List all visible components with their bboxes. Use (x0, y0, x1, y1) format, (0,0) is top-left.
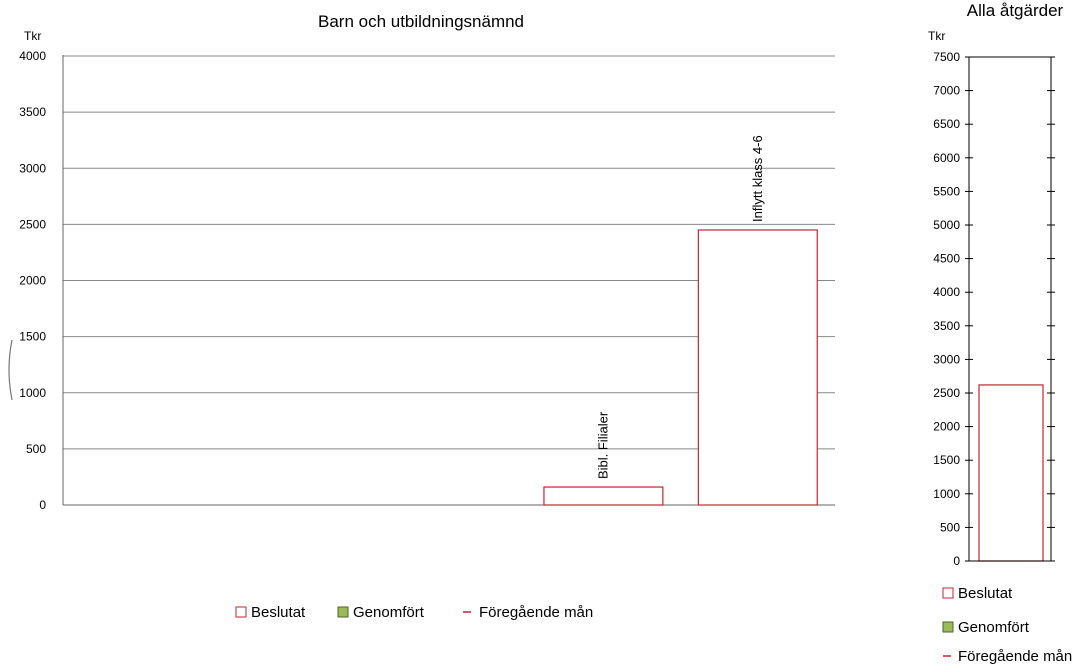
main-chart-gridlines (63, 55, 835, 506)
main-chart-y-tick-label: 3000 (19, 161, 46, 175)
side-chart-y-tick-label: 7000 (933, 84, 960, 98)
side-chart-y-tick-label: 3000 (933, 352, 960, 366)
side-chart-y-tick-label: 5000 (933, 218, 960, 232)
main-chart-bar-beslutat (543, 486, 664, 506)
main-chart-y-tick-label: 1000 (19, 386, 46, 400)
side-chart-y-tick-label: 500 (940, 520, 960, 534)
main-chart-bar-beslutat (697, 229, 818, 506)
main-chart: Barn och utbildningsnämnd Tkr 0 500 1000 15… (8, 12, 835, 512)
main-chart-y-tick-label: 0 (39, 498, 46, 512)
main-chart-y-tick-label: 4000 (19, 49, 46, 63)
main-chart-y-tick-label: 2000 (19, 274, 46, 288)
side-legend-foregaende-label: Föregående mån (958, 648, 1072, 665)
main-chart-bracket-mark (8, 339, 13, 401)
side-chart-ylabel: Tkr (928, 29, 945, 43)
main-chart-category-label: Bibl. Filialer (595, 411, 610, 479)
main-chart-y-tick-labels: 0 500 1000 1500 2000 2500 3000 3500 4000 (19, 49, 46, 512)
main-chart-bars (543, 229, 818, 506)
legend-genomfort-swatch (337, 606, 349, 618)
side-chart-y-tick-label: 7500 (933, 50, 960, 64)
main-chart-ylabel: Tkr (24, 29, 41, 43)
main-chart-category-labels: Bibl. Filialer Inflytt klass 4-6 (595, 135, 764, 479)
side-chart-y-tick-label: 1500 (933, 453, 960, 467)
side-legend-genomfort-swatch (942, 621, 954, 633)
side-legend-beslutat-label: Beslutat (958, 585, 1013, 602)
side-chart-legend: Beslutat Genomfört Föregående mån (942, 585, 1072, 665)
main-chart-y-tick-label: 500 (26, 442, 46, 456)
side-chart-y-tick-label: 0 (953, 554, 960, 568)
side-chart-plot-frame (968, 56, 1052, 562)
side-chart: Alla åtgärder Tkr 0 500 1000 1500 2000 2500 30… (928, 1, 1064, 568)
main-chart-legend: Beslutat Genomfört Föregående mån (235, 604, 593, 621)
main-chart-y-tick-label: 2500 (19, 217, 46, 231)
legend-beslutat-label: Beslutat (251, 604, 306, 621)
side-legend-beslutat-swatch (942, 587, 954, 599)
side-chart-y-tick-label: 3500 (933, 319, 960, 333)
side-chart-title: Alla åtgärder (967, 1, 1064, 20)
side-chart-bar-beslutat (978, 384, 1044, 562)
side-chart-y-tick-label: 4500 (933, 252, 960, 266)
main-chart-y-tick-label: 3500 (19, 105, 46, 119)
side-chart-y-tick-label: 1000 (933, 487, 960, 501)
side-chart-y-tick-label: 6000 (933, 151, 960, 165)
side-chart-y-tick-label: 4000 (933, 285, 960, 299)
side-chart-tick-marks (965, 56, 1055, 562)
main-chart-title: Barn och utbildningsnämnd (318, 12, 524, 31)
side-chart-y-tick-label: 6500 (933, 117, 960, 131)
legend-beslutat-swatch (235, 606, 247, 618)
side-chart-y-tick-label: 5500 (933, 184, 960, 198)
legend-genomfort-label: Genomfört (353, 604, 425, 621)
side-legend-genomfort-label: Genomfört (958, 619, 1030, 636)
main-chart-y-tick-label: 1500 (19, 330, 46, 344)
side-chart-y-tick-label: 2000 (933, 420, 960, 434)
side-chart-bars (978, 384, 1044, 562)
legend-foregaende-label: Föregående mån (479, 604, 593, 621)
main-chart-category-label: Inflytt klass 4-6 (750, 135, 765, 222)
side-chart-y-tick-label: 2500 (933, 386, 960, 400)
side-chart-y-tick-labels: 0 500 1000 1500 2000 2500 3000 3500 4000 4500 5000… (933, 50, 960, 568)
